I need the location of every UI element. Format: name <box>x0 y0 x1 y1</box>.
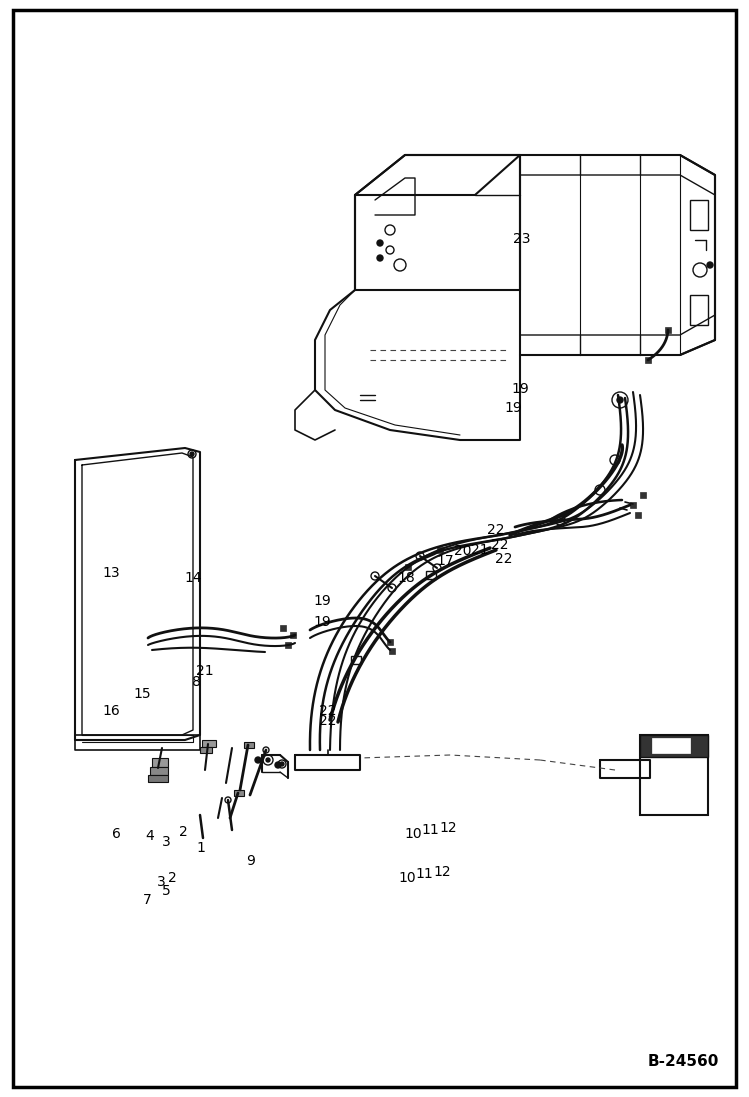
Bar <box>640 491 646 498</box>
Text: 4: 4 <box>145 829 154 842</box>
Text: 7: 7 <box>143 893 152 906</box>
Text: 22: 22 <box>319 704 337 717</box>
Circle shape <box>617 397 623 403</box>
Text: 2: 2 <box>168 871 177 884</box>
Text: 10: 10 <box>404 827 422 840</box>
Bar <box>202 740 216 747</box>
Bar <box>405 564 411 570</box>
Text: 22: 22 <box>487 523 505 536</box>
Text: 12: 12 <box>433 866 451 879</box>
Bar <box>387 638 393 645</box>
Bar <box>148 774 168 782</box>
Text: 23: 23 <box>513 233 531 246</box>
Bar <box>351 656 361 664</box>
Bar <box>152 758 168 767</box>
Bar <box>645 357 651 363</box>
Bar <box>200 747 212 753</box>
Text: 3: 3 <box>162 836 171 849</box>
Bar <box>640 735 708 815</box>
Bar <box>389 648 395 654</box>
Text: 21: 21 <box>195 665 213 678</box>
Text: 15: 15 <box>133 688 151 701</box>
Text: 19: 19 <box>512 383 530 396</box>
Bar <box>630 502 636 508</box>
Circle shape <box>377 240 383 246</box>
Circle shape <box>255 757 261 764</box>
Text: 1: 1 <box>196 841 205 855</box>
Text: 13: 13 <box>102 566 120 579</box>
Text: 20: 20 <box>454 544 472 557</box>
Text: 22: 22 <box>319 714 337 727</box>
Text: 2: 2 <box>179 825 188 838</box>
Text: B-24560: B-24560 <box>648 1054 719 1068</box>
Circle shape <box>377 255 383 261</box>
Bar <box>150 767 168 774</box>
Circle shape <box>266 758 270 762</box>
Bar <box>280 625 286 631</box>
Bar <box>690 295 708 325</box>
Bar <box>285 642 291 648</box>
Text: 22: 22 <box>495 553 513 566</box>
Bar <box>244 742 254 748</box>
Text: 6: 6 <box>112 827 121 840</box>
Text: 21: 21 <box>470 543 488 556</box>
Bar <box>426 572 436 579</box>
Text: 9: 9 <box>246 855 255 868</box>
Text: 10: 10 <box>398 871 416 884</box>
Text: 8: 8 <box>192 676 201 689</box>
Text: 19: 19 <box>504 402 522 415</box>
Text: 12: 12 <box>439 822 457 835</box>
Text: 5: 5 <box>162 884 171 897</box>
Text: 18: 18 <box>398 572 416 585</box>
Circle shape <box>275 762 281 768</box>
Bar <box>640 735 708 757</box>
Bar <box>665 327 671 333</box>
Text: 17: 17 <box>436 554 454 567</box>
Bar <box>635 512 641 518</box>
Text: 19: 19 <box>313 615 331 629</box>
Bar <box>437 547 443 553</box>
Bar <box>652 738 690 753</box>
Text: 14: 14 <box>184 572 202 585</box>
Text: 3: 3 <box>157 875 166 889</box>
Text: 16: 16 <box>102 704 120 717</box>
Bar <box>290 632 296 638</box>
Text: 22: 22 <box>491 539 509 552</box>
Text: 11: 11 <box>416 868 434 881</box>
Circle shape <box>707 262 713 268</box>
Circle shape <box>190 452 194 456</box>
Bar <box>690 200 708 230</box>
Text: 19: 19 <box>313 595 331 608</box>
Bar <box>234 790 244 796</box>
Text: 11: 11 <box>422 824 440 837</box>
Circle shape <box>280 762 284 766</box>
